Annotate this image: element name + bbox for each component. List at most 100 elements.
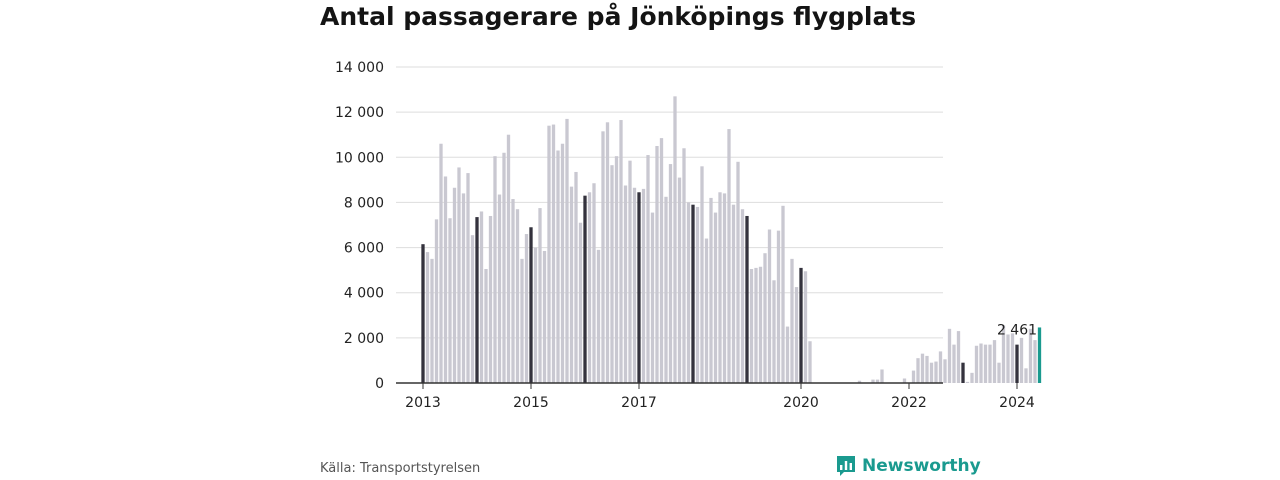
bar	[551, 124, 556, 383]
bar	[722, 193, 727, 383]
bar	[911, 370, 916, 383]
bar	[929, 362, 934, 383]
bar	[790, 258, 794, 383]
bar	[1024, 368, 1028, 383]
bar	[961, 362, 965, 383]
bar	[511, 199, 515, 383]
bar	[587, 192, 592, 383]
y-tick-label: 8 000	[344, 195, 384, 211]
bar	[502, 152, 506, 383]
x-tick-label: 2017	[621, 395, 657, 411]
bar	[1015, 344, 1019, 383]
bar	[740, 209, 745, 383]
bar	[650, 212, 655, 383]
bar	[947, 328, 952, 383]
bar	[704, 238, 709, 383]
bar	[673, 96, 677, 383]
bar	[632, 187, 637, 383]
annotations: 2 461	[997, 323, 1037, 339]
bar	[592, 183, 596, 383]
bar	[938, 351, 943, 383]
bar	[799, 267, 803, 383]
bar	[767, 229, 772, 383]
bar	[776, 230, 781, 383]
bar	[479, 211, 484, 383]
source-note: Källa: Transportstyrelsen	[320, 461, 481, 476]
bar	[974, 345, 979, 383]
bar	[605, 122, 610, 384]
bar	[430, 258, 434, 383]
bar	[614, 156, 619, 383]
bar	[880, 369, 884, 383]
bar	[569, 186, 574, 383]
bar	[956, 331, 961, 383]
bar	[506, 134, 511, 383]
bar	[965, 381, 970, 383]
bar	[610, 165, 614, 383]
bar	[668, 164, 673, 383]
bar	[452, 187, 457, 383]
bar	[578, 222, 583, 383]
bar	[934, 361, 938, 383]
bar	[659, 138, 664, 383]
bar	[1010, 333, 1015, 383]
bar	[457, 167, 461, 383]
bar	[655, 146, 659, 383]
bar	[565, 118, 569, 383]
bar	[556, 150, 560, 383]
bar	[529, 227, 533, 383]
y-axis-tick-labels: 0 2 000 4 000 6 000 8 000 10 000 12 000 14 000	[335, 60, 384, 392]
bar	[713, 212, 718, 383]
bar	[466, 173, 470, 383]
x-axis	[396, 382, 1018, 389]
bar	[619, 120, 623, 383]
bar	[988, 344, 992, 383]
bar	[1006, 334, 1010, 383]
bar	[542, 250, 547, 383]
bar	[803, 271, 808, 383]
x-tick-label: 2020	[783, 395, 819, 411]
bar	[520, 258, 524, 383]
x-tick-label: 2022	[891, 395, 927, 411]
bar	[425, 252, 430, 383]
bar	[484, 269, 488, 383]
bar	[533, 247, 538, 383]
bar	[601, 131, 605, 383]
bar	[1001, 325, 1006, 383]
y-tick-label: 0	[375, 376, 384, 392]
newsworthy-logo-icon	[837, 456, 855, 476]
bar	[628, 160, 632, 383]
bar	[745, 215, 749, 383]
y-tick-label: 2 000	[344, 331, 384, 347]
bar	[1019, 337, 1024, 383]
bar	[524, 234, 529, 383]
bar	[637, 192, 641, 383]
bar	[700, 166, 704, 383]
bar	[574, 171, 578, 383]
y-tick-label: 12 000	[335, 105, 384, 121]
bar	[920, 353, 925, 383]
bar	[727, 129, 731, 383]
bar	[686, 202, 691, 383]
bar	[875, 379, 880, 383]
bar	[709, 197, 713, 383]
bar	[916, 358, 920, 383]
bar	[902, 378, 907, 383]
bar	[646, 155, 650, 383]
bar	[857, 380, 862, 383]
x-tick-label: 2024	[999, 395, 1035, 411]
y-tick-label: 4 000	[344, 286, 384, 302]
bar	[641, 188, 646, 383]
bar	[677, 177, 682, 383]
bar	[1028, 328, 1033, 383]
bar	[1037, 327, 1042, 383]
bar	[763, 253, 767, 383]
bar	[808, 341, 812, 383]
bar	[583, 195, 587, 383]
bar	[992, 340, 997, 383]
bar	[538, 208, 542, 383]
bar	[664, 196, 668, 383]
bar	[547, 125, 551, 383]
bar	[718, 192, 722, 383]
